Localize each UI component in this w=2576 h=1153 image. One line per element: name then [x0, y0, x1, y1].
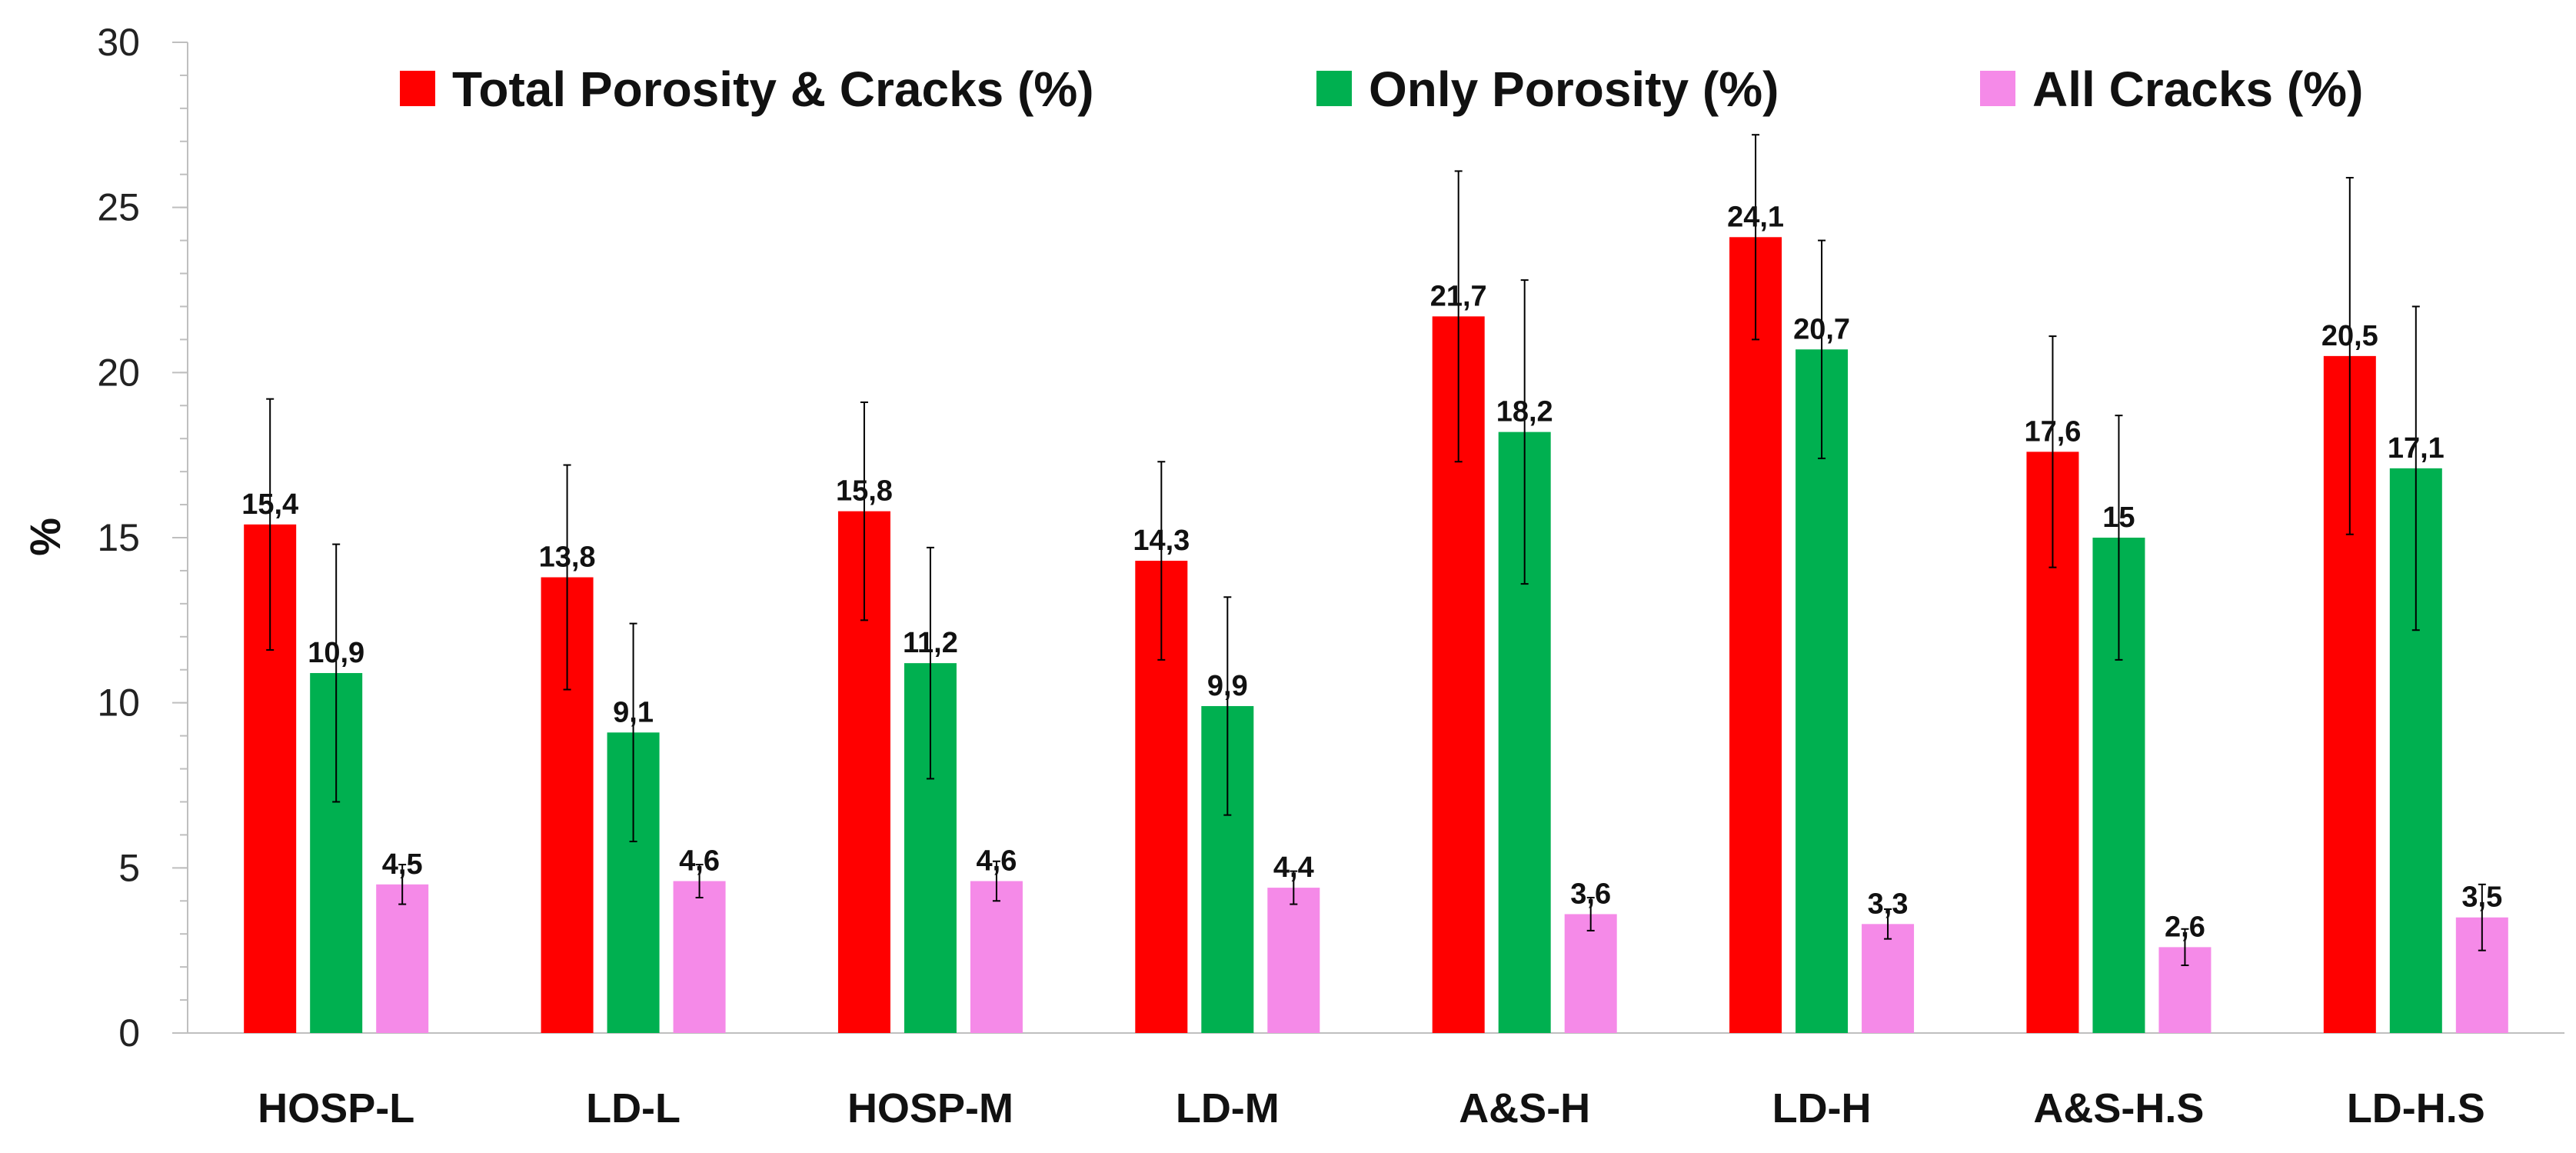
bar	[1796, 349, 1849, 1033]
bar	[1564, 914, 1617, 1033]
data-label: 9,1	[613, 696, 654, 728]
legend: Total Porosity & Cracks (%) Only Porosity…	[400, 62, 2363, 117]
y-tick-label: 10	[97, 681, 140, 725]
x-tick-label: HOSP-M	[847, 1085, 1013, 1131]
legend-swatch	[1316, 71, 1352, 106]
data-label: 15,8	[836, 475, 893, 508]
data-label: 20,7	[1793, 313, 1850, 345]
data-label: 10,9	[308, 637, 364, 669]
bars: 15,4 10,9 4,5 13,8 9,1 4,6 15,8 11,2 4,6 14,3 9,9 4…	[241, 134, 2508, 1034]
y-axis-title: %	[21, 518, 69, 556]
x-tick-label: LD-L	[586, 1085, 681, 1131]
x-tick-label: HOSP-L	[258, 1085, 414, 1131]
data-label: 4,6	[679, 845, 720, 878]
x-tick-label: LD-H.S	[2347, 1085, 2485, 1131]
data-label: 17,1	[2388, 432, 2445, 465]
y-tick-label: 0	[118, 1011, 140, 1055]
data-label: 13,8	[539, 542, 596, 574]
legend-swatch	[1980, 71, 2015, 106]
data-label: 17,6	[2024, 415, 2081, 448]
data-label: 3,3	[1868, 888, 1909, 920]
x-tick-label: LD-H	[1772, 1085, 1872, 1131]
x-tick-label: A&S-H	[1459, 1085, 1590, 1131]
data-label: 14,3	[1133, 525, 1190, 557]
data-label: 15,4	[241, 488, 298, 521]
data-label: 9,9	[1207, 670, 1248, 702]
data-label: 15	[2102, 502, 2135, 534]
y-tick-label: 5	[118, 846, 140, 889]
data-label: 24,1	[1727, 201, 1784, 233]
data-label: 4,4	[1273, 851, 1314, 884]
y-axis: 0 5 10 15 20 25 30	[97, 21, 188, 1055]
bar	[673, 881, 726, 1033]
data-label: 11,2	[903, 627, 958, 659]
x-tick-label: A&S-H.S	[2033, 1085, 2204, 1131]
bar	[1729, 237, 1782, 1034]
y-tick-label: 20	[97, 351, 140, 394]
y-tick-label: 25	[97, 186, 140, 229]
data-label: 4,6	[977, 845, 1017, 878]
x-tick-label: LD-M	[1176, 1085, 1280, 1131]
data-label: 20,5	[2321, 320, 2378, 352]
data-label: 3,6	[1570, 878, 1611, 910]
legend-label: All Cracks (%)	[2032, 62, 2363, 117]
data-label: 2,6	[2165, 911, 2205, 943]
legend-label: Only Porosity (%)	[1369, 62, 1779, 117]
legend-swatch	[400, 71, 435, 106]
legend-label: Total Porosity & Cracks (%)	[452, 62, 1094, 117]
data-label: 18,2	[1496, 396, 1553, 428]
bar	[1862, 924, 1915, 1033]
y-tick-label: 15	[97, 516, 140, 559]
x-axis: HOSP-L LD-L HOSP-M LD-M A&S-H LD-H A&S-H.S LD-H…	[188, 1032, 2564, 1131]
data-label: 21,7	[1430, 280, 1487, 312]
bar	[970, 881, 1023, 1033]
bar	[376, 884, 429, 1033]
data-label: 3,5	[2461, 881, 2502, 914]
data-label: 4,5	[382, 848, 423, 881]
y-tick-label: 30	[97, 21, 140, 64]
bar	[1267, 888, 1320, 1033]
